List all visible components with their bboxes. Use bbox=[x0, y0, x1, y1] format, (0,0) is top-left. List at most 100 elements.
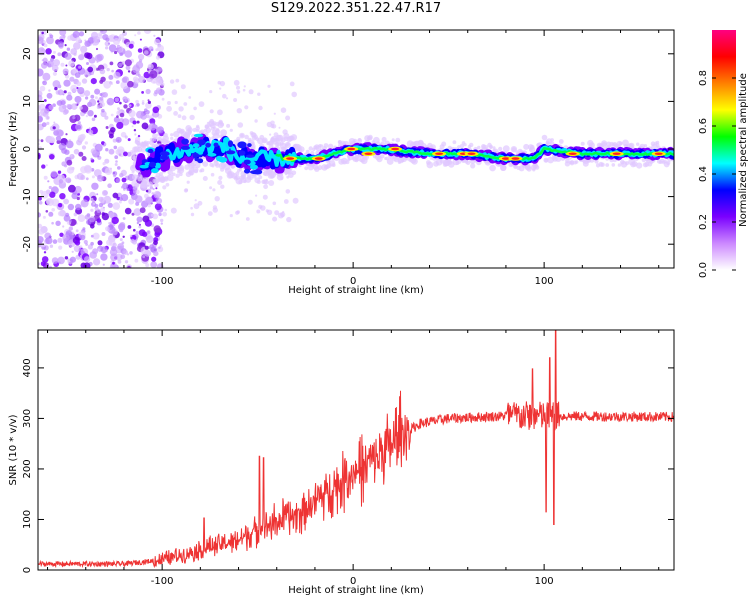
noise-mark bbox=[91, 72, 94, 75]
noise-mark bbox=[57, 203, 63, 208]
noise-mark bbox=[145, 88, 151, 95]
halo-mark bbox=[239, 132, 245, 139]
noise-mark bbox=[77, 102, 80, 105]
noise-mark bbox=[136, 110, 144, 119]
hot-mark bbox=[364, 152, 373, 156]
noise-mark bbox=[93, 202, 95, 205]
noise-mark bbox=[285, 115, 291, 121]
noise-mark bbox=[50, 170, 58, 178]
noise-mark bbox=[217, 180, 223, 185]
noise-mark bbox=[151, 192, 155, 195]
noise-mark bbox=[94, 143, 103, 152]
noise-mark bbox=[74, 185, 82, 194]
halo-mark bbox=[558, 139, 564, 144]
noise-mark bbox=[38, 116, 43, 123]
noise-mark bbox=[131, 125, 134, 128]
halo-mark bbox=[305, 149, 310, 154]
halo-mark bbox=[244, 134, 249, 140]
noise-mark bbox=[69, 76, 75, 82]
noise-mark bbox=[84, 214, 90, 220]
halo-mark bbox=[188, 167, 195, 174]
noise-mark bbox=[91, 182, 99, 190]
noise-mark bbox=[112, 138, 117, 143]
noise-mark bbox=[53, 50, 56, 54]
noise-mark bbox=[96, 105, 101, 110]
noise-mark bbox=[97, 248, 101, 252]
noise-mark bbox=[103, 80, 112, 89]
halo-mark bbox=[395, 137, 401, 143]
noise-mark bbox=[84, 256, 91, 263]
noise-mark bbox=[212, 188, 216, 192]
halo-mark bbox=[262, 137, 268, 143]
noise-mark bbox=[115, 160, 118, 163]
noise-mark bbox=[78, 31, 85, 37]
noise-mark bbox=[160, 82, 165, 87]
x-tick-label: 100 bbox=[535, 576, 554, 587]
noise-mark bbox=[141, 91, 145, 94]
band-blob bbox=[154, 162, 161, 169]
noise-mark bbox=[128, 110, 136, 118]
noise-mark bbox=[94, 206, 99, 211]
noise-mark bbox=[269, 133, 272, 136]
noise-mark bbox=[174, 100, 178, 105]
noise-mark bbox=[153, 34, 156, 37]
noise-mark bbox=[144, 245, 149, 250]
halo-mark bbox=[469, 142, 474, 148]
halo-mark bbox=[526, 166, 532, 172]
halo-mark bbox=[529, 146, 536, 153]
noise-mark bbox=[114, 155, 119, 160]
noise-mark bbox=[218, 175, 223, 180]
noise-mark bbox=[81, 145, 87, 150]
noise-mark bbox=[116, 45, 124, 53]
noise-mark bbox=[57, 89, 64, 96]
halo-mark bbox=[643, 144, 648, 148]
noise-mark bbox=[177, 114, 182, 118]
noise-mark bbox=[38, 94, 43, 102]
noise-mark bbox=[73, 212, 78, 217]
noise-mark bbox=[122, 182, 129, 190]
halo-mark bbox=[152, 133, 158, 139]
noise-mark bbox=[43, 251, 47, 254]
noise-mark bbox=[104, 167, 113, 175]
noise-mark bbox=[105, 37, 110, 42]
noise-mark bbox=[38, 146, 43, 151]
noise-mark bbox=[112, 242, 117, 248]
noise-mark bbox=[90, 234, 94, 238]
band-blob bbox=[181, 138, 189, 145]
band-blob bbox=[205, 142, 211, 148]
noise-mark bbox=[114, 50, 118, 55]
noise-mark bbox=[126, 151, 132, 157]
noise-mark bbox=[121, 60, 126, 65]
colorbar-tick-label: 0.0 bbox=[698, 262, 709, 278]
noise-mark bbox=[55, 220, 61, 226]
noise-mark bbox=[76, 196, 80, 201]
halo-mark bbox=[145, 143, 149, 147]
noise-mark bbox=[262, 194, 268, 200]
noise-mark bbox=[247, 199, 253, 205]
halo-mark bbox=[619, 141, 623, 146]
noise-mark bbox=[84, 52, 91, 59]
noise-mark bbox=[113, 145, 118, 150]
noise-mark bbox=[57, 211, 64, 217]
noise-mark bbox=[80, 262, 87, 268]
noise-mark bbox=[46, 116, 50, 120]
halo-mark bbox=[167, 140, 171, 144]
x-tick-label: -100 bbox=[151, 276, 174, 287]
halo-mark bbox=[163, 133, 168, 138]
halo-mark bbox=[550, 138, 554, 142]
noise-mark bbox=[153, 38, 161, 46]
halo-mark bbox=[131, 151, 136, 157]
noise-mark bbox=[164, 208, 168, 212]
noise-mark bbox=[138, 53, 145, 61]
noise-mark bbox=[88, 129, 94, 135]
y-tick-label: 300 bbox=[22, 409, 33, 428]
noise-mark bbox=[110, 253, 118, 261]
halo-mark bbox=[594, 159, 599, 164]
noise-mark bbox=[61, 161, 67, 167]
halo-mark bbox=[628, 142, 635, 149]
noise-mark bbox=[66, 94, 73, 101]
noise-mark bbox=[145, 114, 150, 119]
noise-mark bbox=[134, 104, 138, 108]
hot-mark bbox=[568, 152, 577, 156]
noise-mark bbox=[162, 185, 167, 190]
